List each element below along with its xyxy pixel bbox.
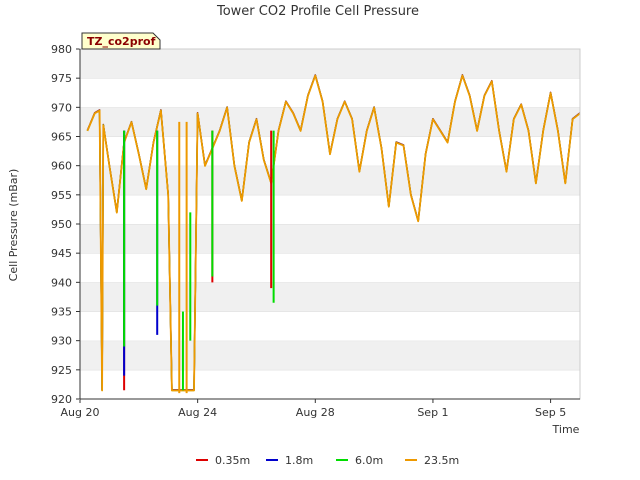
y-tick-label: 960: [51, 160, 72, 173]
x-tick-label: Sep 1: [417, 406, 448, 419]
y-tick-label: 945: [51, 247, 72, 260]
series-group: [86, 74, 580, 394]
x-tick-label: Aug 28: [296, 406, 335, 419]
y-tick-label: 935: [51, 306, 72, 319]
x-axis-ticks: Aug 20 Aug 24 Aug 28 Sep 1 Sep 5: [61, 399, 566, 419]
plot-lines: [86, 74, 580, 394]
x-tick-label: Aug 20: [61, 406, 100, 419]
y-tick-label: 950: [51, 218, 72, 231]
x-tick-label: Aug 24: [178, 406, 217, 419]
series-line-23.5m: [86, 74, 580, 392]
y-tick-label: 930: [51, 335, 72, 348]
grid-band: [80, 253, 580, 283]
grid-band: [80, 165, 580, 195]
legend: 0.35m 1.8m 6.0m 23.5m: [196, 454, 459, 467]
y-tick-label: 920: [51, 393, 72, 406]
y-tick-label: 980: [51, 43, 72, 56]
legend-label-6.0m: 6.0m: [355, 454, 383, 467]
legend-label-23.5m: 23.5m: [424, 454, 459, 467]
y-tick-label: 925: [51, 364, 72, 377]
x-axis-label: Time: [552, 423, 580, 436]
grid-band: [80, 311, 580, 341]
grid-band: [80, 49, 580, 79]
grid-band: [80, 224, 580, 254]
y-tick-label: 965: [51, 131, 72, 144]
chart-title: Tower CO2 Profile Cell Pressure: [216, 4, 419, 19]
y-tick-label: 955: [51, 189, 72, 202]
legend-label-0.35m: 0.35m: [215, 454, 250, 467]
x-tick-label: Sep 5: [535, 406, 566, 419]
axes-frame: [79, 48, 581, 400]
site-badge-label: TZ_co2prof: [87, 35, 156, 48]
grid-band: [80, 282, 580, 312]
grid-band: [80, 194, 580, 224]
grid-band: [80, 369, 580, 399]
legend-label-1.8m: 1.8m: [285, 454, 313, 467]
grid-band: [80, 78, 580, 108]
y-tick-label: 970: [51, 101, 72, 114]
grid-bands: [80, 48, 580, 399]
y-tick-label: 975: [51, 72, 72, 85]
site-badge: TZ_co2prof: [81, 32, 161, 50]
grid-band: [80, 340, 580, 370]
y-tick-label: 940: [51, 276, 72, 289]
y-axis-ticks: 920 925 930 935 940 945 950 955 960 965 970 975 980: [51, 43, 80, 406]
y-axis-label: Cell Pressure (mBar): [7, 169, 20, 282]
